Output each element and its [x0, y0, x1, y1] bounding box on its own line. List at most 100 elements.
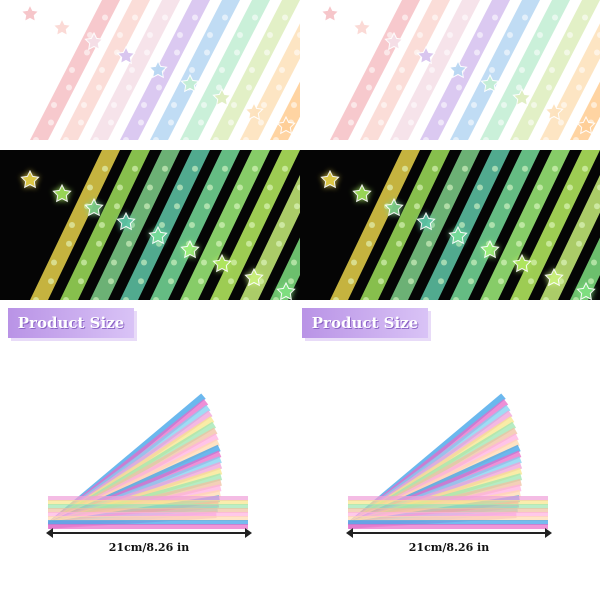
strip-pattern-dot: [279, 222, 285, 228]
strip-pattern-dot: [423, 137, 429, 143]
strip-pattern-dot: [246, 240, 252, 247]
strip-pattern-dot: [84, 49, 90, 56]
paper-strip: [348, 500, 548, 505]
strip-pattern-dot: [93, 137, 99, 143]
lucky-star: [544, 101, 564, 121]
strip-pattern-dot: [438, 278, 444, 285]
strip-pattern-dot: [519, 222, 525, 228]
strip-pattern-dot: [396, 84, 402, 91]
strip-pattern-dot: [87, 184, 93, 191]
lucky-star: [276, 281, 296, 300]
strip-pattern-dot: [576, 240, 582, 247]
product-size-banner: Product Size: [8, 308, 134, 338]
strip-pattern-dot: [558, 119, 564, 126]
lucky-star: [276, 115, 296, 135]
lucky-star: [480, 239, 500, 259]
strip-pattern-dot: [453, 297, 459, 300]
strip-pattern-dot: [366, 240, 372, 247]
strip-pattern-dot: [381, 259, 387, 266]
strip-pattern-dot: [273, 137, 279, 143]
strip-pattern-dot: [582, 14, 588, 21]
strip-pattern-dot: [297, 32, 300, 38]
paper-strip: [48, 496, 248, 501]
lucky-star: [212, 87, 232, 107]
strip-pattern-dot: [258, 278, 264, 285]
strip-pattern-dot: [276, 84, 282, 91]
paper-strip: [348, 520, 548, 525]
paper-strip: [348, 524, 548, 529]
strip-pattern-dot: [123, 297, 129, 300]
daylight-strips-photo-right: [300, 0, 600, 150]
strip-pattern-dot: [33, 297, 39, 300]
lucky-star: [212, 253, 232, 273]
lucky-star: [352, 183, 372, 203]
lucky-star: [148, 59, 168, 79]
paper-strip: [48, 520, 248, 525]
paper-strip: [270, 237, 300, 300]
strip-pattern-dot: [264, 203, 270, 210]
strip-pattern-dot: [471, 102, 477, 108]
strip-pattern-dot: [204, 49, 210, 56]
strip-pattern-dot: [156, 84, 162, 91]
strip-pattern-dot: [66, 240, 72, 247]
strip-pattern-dot: [519, 67, 525, 73]
strip-pattern-dot: [402, 165, 408, 172]
strip-pattern-dot: [243, 297, 249, 300]
strip-pattern-dot: [567, 32, 573, 38]
lucky-star: [180, 239, 200, 259]
strip-pattern-dot: [552, 14, 558, 21]
strip-pattern-dot: [96, 240, 102, 247]
strip-pattern-dot: [597, 32, 600, 38]
lucky-star: [416, 45, 436, 65]
strip-pattern-dot: [474, 49, 480, 56]
strip-pattern-dot: [198, 278, 204, 285]
strip-pattern-dot: [363, 297, 369, 300]
strip-pattern-dot: [588, 278, 594, 285]
strip-pattern-dot: [483, 137, 489, 143]
strip-pattern-dot: [573, 297, 579, 300]
strip-pattern-dot: [456, 84, 462, 91]
strip-pattern-dot: [504, 49, 510, 56]
strip-pattern-dot: [228, 278, 234, 285]
strip-pattern-dot: [282, 165, 288, 172]
paper-strip: [48, 500, 248, 505]
strip-pattern-dot: [522, 14, 528, 21]
strip-pattern-dot: [381, 102, 387, 108]
strip-pattern-dot: [189, 67, 195, 73]
strip-pattern-dot: [117, 184, 123, 191]
strip-pattern-dot: [117, 32, 123, 38]
strip-pattern-dot: [351, 259, 357, 266]
lucky-star: [544, 267, 564, 287]
lucky-star: [384, 31, 404, 51]
strip-pattern-dot: [234, 203, 240, 210]
strip-pattern-dot: [579, 67, 585, 73]
strip-pattern-dot: [429, 67, 435, 73]
strip-pattern-dot: [528, 278, 534, 285]
strip-pattern-dot: [123, 137, 129, 143]
lucky-star: [244, 267, 264, 287]
strip-pattern-dot: [348, 278, 354, 285]
strip-pattern-dot: [579, 222, 585, 228]
strip-pattern-dot: [549, 67, 555, 73]
paper-strip: [48, 516, 248, 521]
strip-pattern-dot: [516, 84, 522, 91]
lucky-star: [352, 17, 372, 37]
lucky-star: [20, 169, 40, 189]
lucky-star: [116, 45, 136, 65]
strip-pattern-dot: [396, 240, 402, 247]
strip-pattern-dot: [543, 137, 549, 143]
strip-pattern-dot: [558, 278, 564, 285]
strip-pattern-dot: [249, 222, 255, 228]
daylight-strips-svg: [20, 0, 300, 143]
strip-pattern-dot: [168, 278, 174, 285]
lucky-star: [384, 197, 404, 217]
strip-pattern-dot: [288, 278, 294, 285]
strip-pattern-dot: [477, 32, 483, 38]
strip-pattern-dot: [141, 259, 147, 266]
strip-pattern-dot: [444, 49, 450, 56]
strip-pattern-dot: [258, 119, 264, 126]
strip-pattern-dot: [48, 119, 54, 126]
strip-pattern-dot: [246, 84, 252, 91]
strip-pattern-dot: [441, 102, 447, 108]
strip-pattern-dot: [528, 119, 534, 126]
